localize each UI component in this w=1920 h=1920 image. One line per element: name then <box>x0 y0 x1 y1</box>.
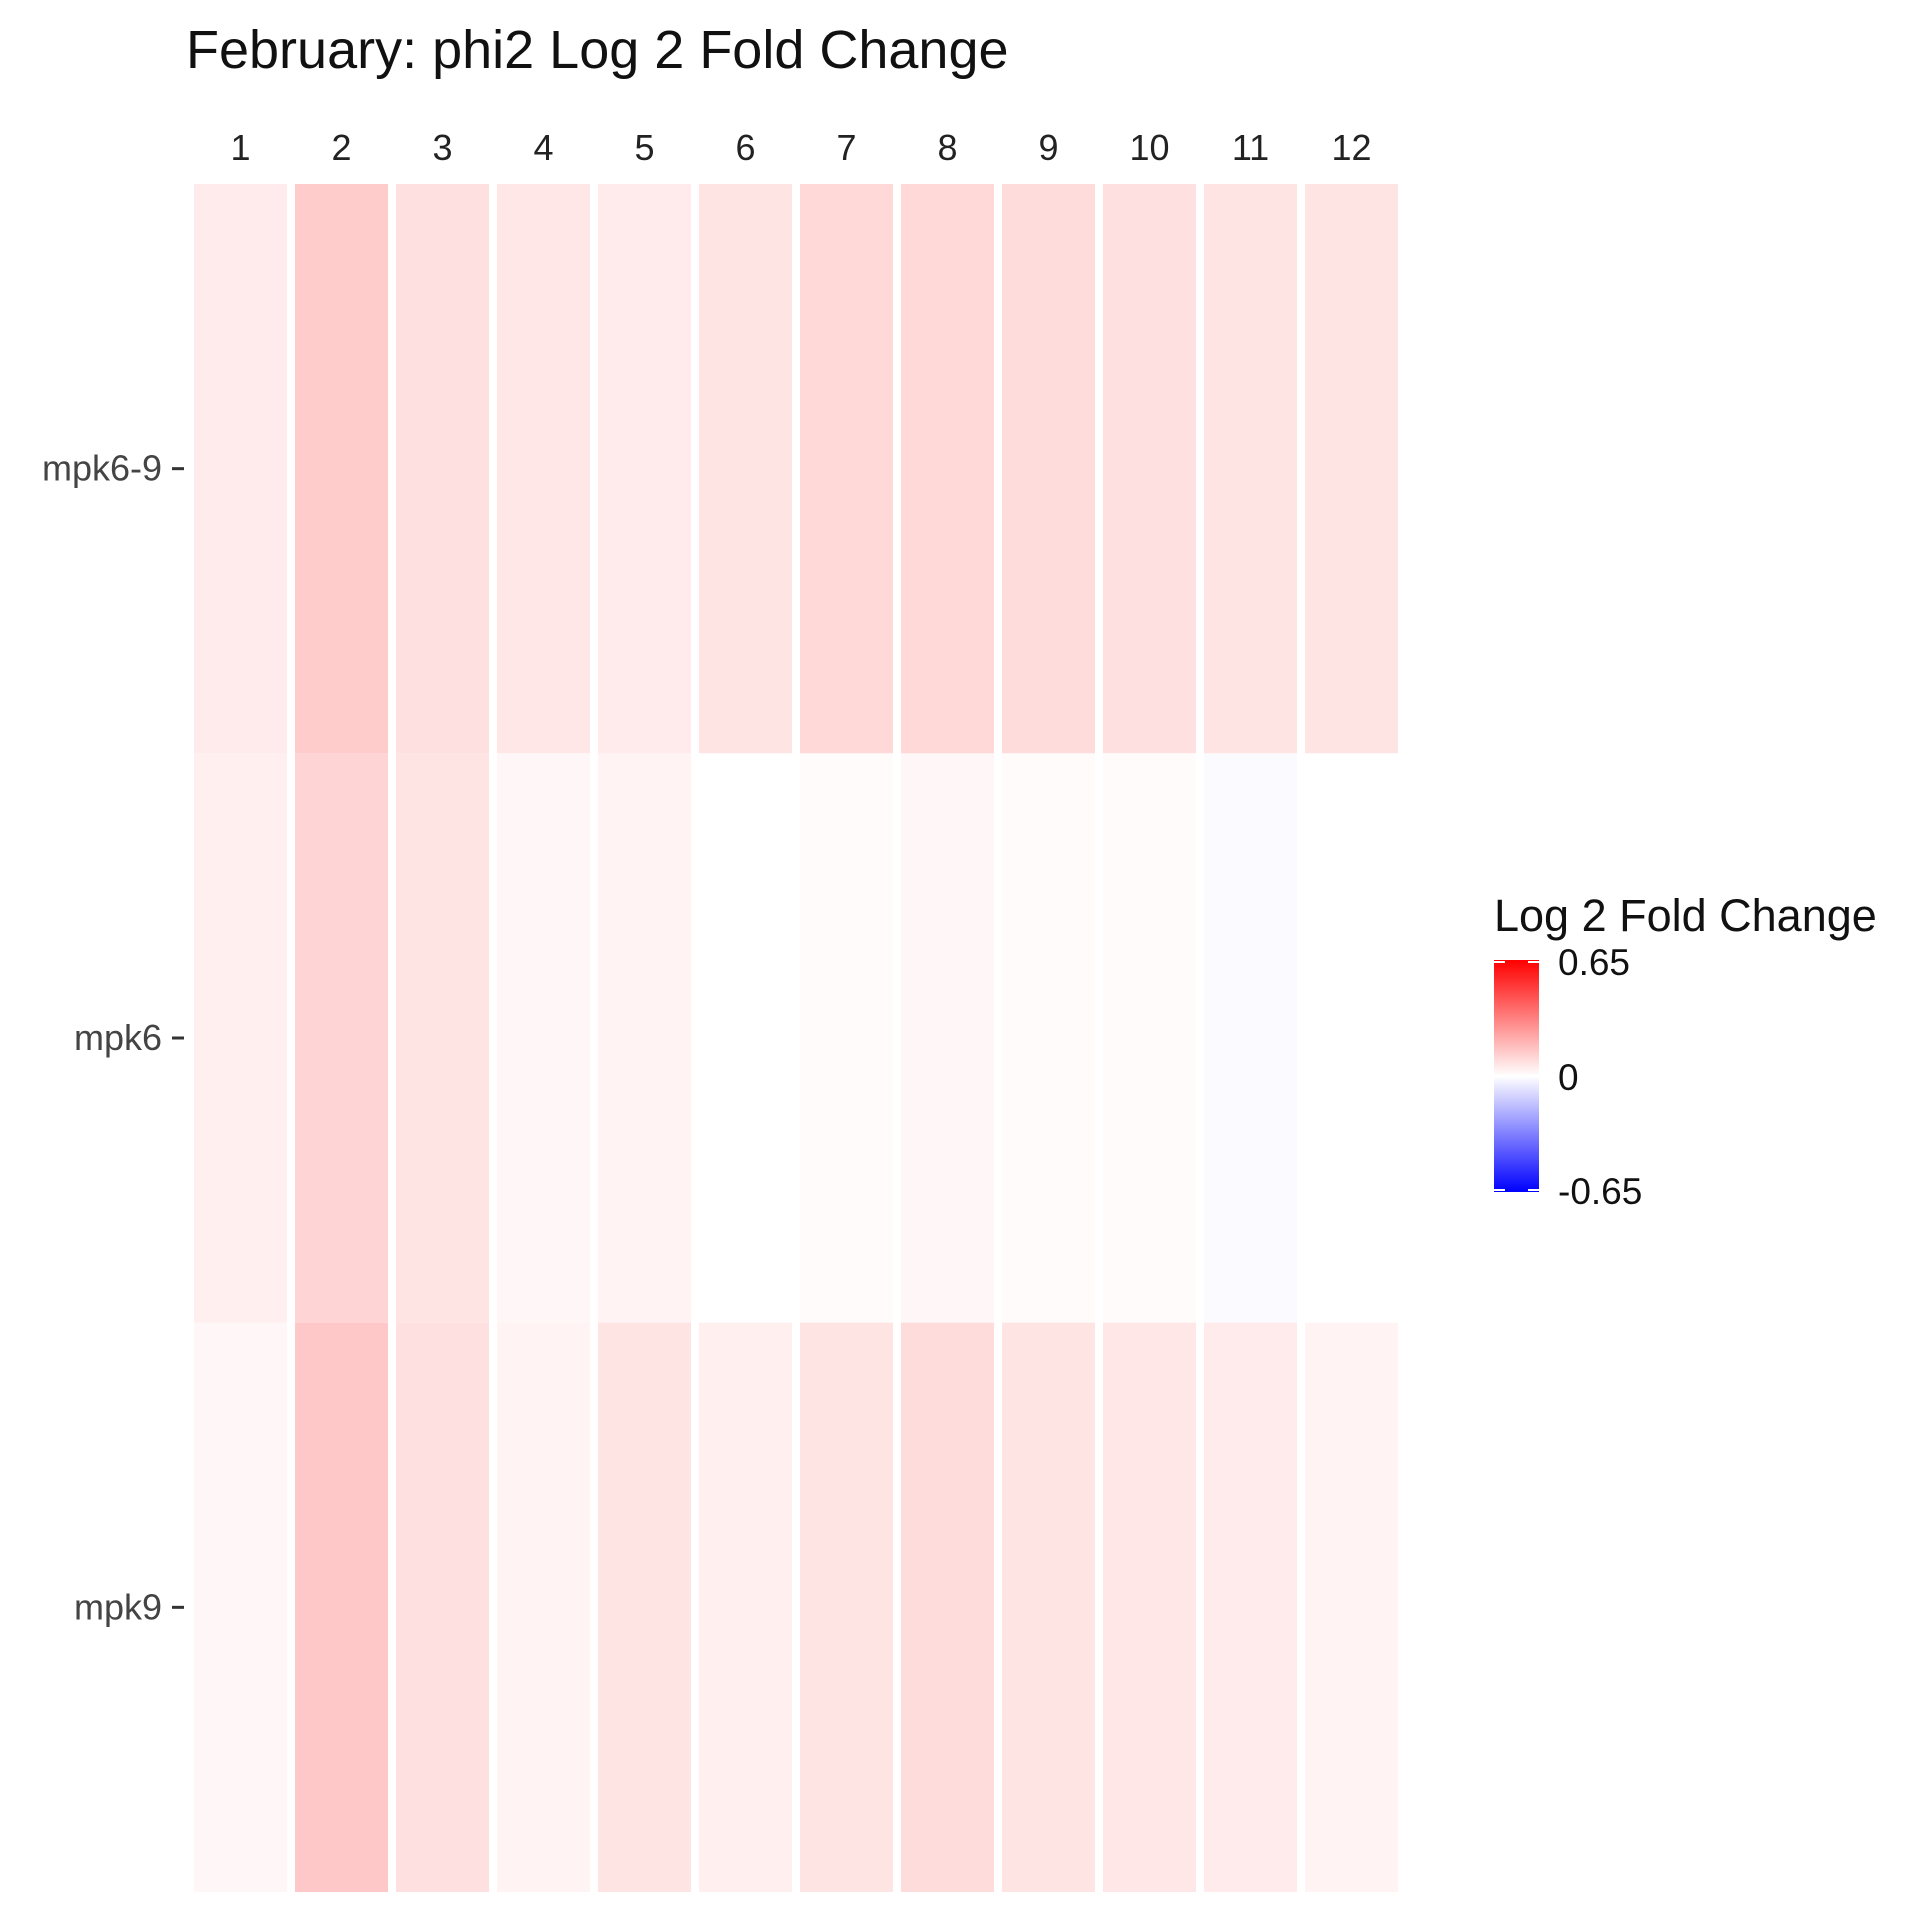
heatmap-cell-mpk6-9-4 <box>497 184 590 754</box>
heatmap-cell-mpk6-9-2 <box>295 184 388 754</box>
heatmap-cell-mpk6-11 <box>1204 753 1297 1323</box>
heatmap-cell-mpk6-3 <box>396 753 489 1323</box>
heatmap-cell-mpk6-9-1 <box>194 184 287 754</box>
heatmap-cell-mpk6-9-6 <box>699 184 792 754</box>
heatmap-cell-mpk6-9-9 <box>1002 184 1095 754</box>
heatmap-cell-mpk9-2 <box>295 1322 388 1892</box>
x-tick-label-2: 2 <box>331 127 351 168</box>
x-tick-label-4: 4 <box>533 127 553 168</box>
heatmap-cell-mpk6-9-7 <box>800 184 893 754</box>
heatmap-cell-mpk9-11 <box>1204 1322 1297 1892</box>
x-tick-label-5: 5 <box>634 127 654 168</box>
x-tick-label-9: 9 <box>1038 127 1058 168</box>
x-tick-label-7: 7 <box>836 127 856 168</box>
y-tick-label-mpk6: mpk6 <box>74 1017 162 1058</box>
heatmap-cell-mpk6-5 <box>598 753 691 1323</box>
heatmap-cell-mpk6-1 <box>194 753 287 1323</box>
chart-title: February: phi2 Log 2 Fold Change <box>186 20 1009 80</box>
heatmap-cell-mpk6-2 <box>295 753 388 1323</box>
heatmap-cell-mpk6-7 <box>800 753 893 1323</box>
legend-title: Log 2 Fold Change <box>1494 890 1877 941</box>
heatmap-cell-mpk6-6 <box>699 753 792 1323</box>
heatmap-cell-mpk6-9-10 <box>1103 184 1196 754</box>
x-tick-label-8: 8 <box>937 127 957 168</box>
heatmap-cell-mpk9-1 <box>194 1322 287 1892</box>
heatmap-cell-mpk9-10 <box>1103 1322 1196 1892</box>
heatmap-cell-mpk6-9 <box>1002 753 1095 1323</box>
heatmap-cell-mpk9-5 <box>598 1322 691 1892</box>
legend-label-high: 0.65 <box>1558 942 1630 983</box>
heatmap-cell-mpk9-4 <box>497 1322 590 1892</box>
heatmap-cell-mpk6-9-12 <box>1305 184 1398 754</box>
heatmap-cell-mpk6-9-3 <box>396 184 489 754</box>
y-tick-label-mpk9: mpk9 <box>74 1586 162 1627</box>
x-tick-label-3: 3 <box>432 127 452 168</box>
heatmap-cell-mpk9-12 <box>1305 1322 1398 1892</box>
heatmap-cell-mpk6-4 <box>497 753 590 1323</box>
heatmap-cell-mpk6-9-5 <box>598 184 691 754</box>
y-tick-label-mpk6-9: mpk6-9 <box>42 448 162 489</box>
x-tick-label-6: 6 <box>735 127 755 168</box>
x-tick-label-10: 10 <box>1129 127 1169 168</box>
heatmap-cell-mpk9-6 <box>699 1322 792 1892</box>
heatmap-cell-mpk9-8 <box>901 1322 994 1892</box>
heatmap-cell-mpk6-12 <box>1305 753 1398 1323</box>
heatmap-cell-mpk6-8 <box>901 753 994 1323</box>
legend-label-low: -0.65 <box>1558 1171 1642 1212</box>
x-tick-labels: 1 2 3 4 5 6 7 8 9 10 11 12 <box>230 127 1371 168</box>
heatmap-cell-mpk9-7 <box>800 1322 893 1892</box>
x-tick-label-12: 12 <box>1331 127 1371 168</box>
heatmap-cell-mpk6-9-11 <box>1204 184 1297 754</box>
heatmap-cell-mpk6-9-8 <box>901 184 994 754</box>
heatmap-cell-mpk9-9 <box>1002 1322 1095 1892</box>
heatmap-cell-mpk9-3 <box>396 1322 489 1892</box>
legend-label-mid: 0 <box>1558 1057 1579 1098</box>
heatmap-cells <box>194 184 1398 1892</box>
x-tick-label-1: 1 <box>230 127 250 168</box>
color-legend: Log 2 Fold Change 0.65 0 -0.65 <box>1494 890 1877 1212</box>
x-tick-label-11: 11 <box>1232 127 1269 168</box>
heatmap-cell-mpk6-10 <box>1103 753 1196 1323</box>
y-tick-labels: mpk6-9 mpk6 mpk9 <box>42 448 184 1627</box>
